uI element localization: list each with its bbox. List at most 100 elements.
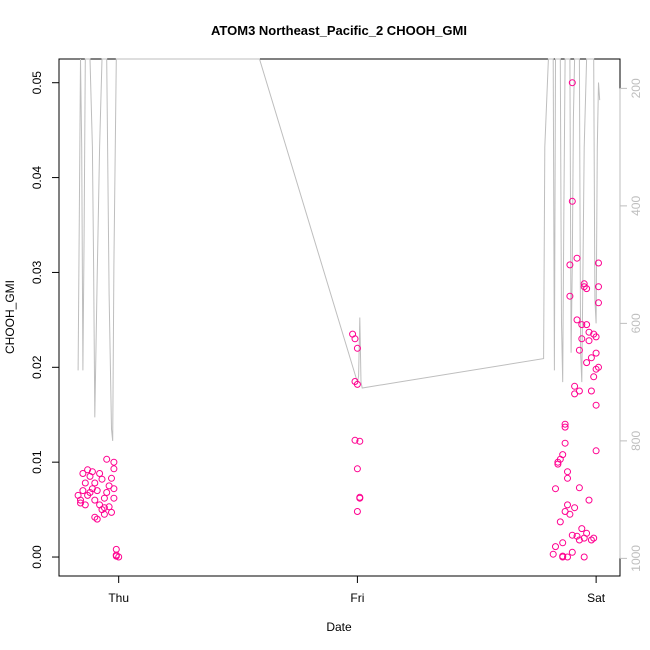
data-point	[356, 494, 364, 502]
data-point	[552, 543, 559, 551]
data-point	[108, 474, 115, 482]
data-point	[580, 553, 588, 561]
data-point	[595, 283, 602, 291]
data-point	[578, 321, 586, 329]
y-tick-label: 0.05	[30, 71, 44, 95]
y-tick-label: 0.03	[30, 260, 44, 284]
data-point	[587, 536, 595, 544]
data-point	[81, 501, 89, 509]
data-point	[583, 285, 591, 293]
data-point	[585, 328, 593, 336]
data-point	[568, 531, 576, 539]
data-point	[568, 197, 576, 205]
data-point	[573, 254, 581, 262]
data-point	[564, 553, 571, 561]
data-point	[353, 465, 361, 473]
data-point	[91, 496, 99, 504]
data-point	[578, 335, 586, 343]
data-point	[561, 439, 569, 447]
right-tick-label: 800	[629, 431, 643, 451]
y-tick-label: 0.01	[30, 450, 44, 474]
data-point	[571, 504, 579, 512]
data-point	[356, 437, 364, 445]
data-point	[583, 321, 591, 329]
data-point	[568, 548, 576, 556]
data-point	[592, 401, 600, 409]
data-point	[566, 510, 574, 518]
y-tick-label: 0.02	[30, 355, 44, 379]
data-point	[100, 494, 108, 502]
data-point	[100, 510, 108, 518]
data-point	[93, 487, 101, 495]
data-point	[77, 499, 84, 507]
data-point	[84, 466, 92, 474]
chart-title: ATOM3 Northeast_Pacific_2 CHOOH_GMI	[211, 23, 467, 38]
data-point	[587, 354, 595, 362]
pressure-line	[77, 58, 601, 441]
right-tick-label: 400	[629, 196, 643, 216]
data-point	[552, 485, 559, 493]
data-point	[592, 333, 600, 341]
data-point	[585, 496, 593, 504]
data-point	[571, 382, 579, 390]
right-axis: 200 400 600 800 1000	[619, 78, 643, 572]
data-point	[575, 346, 583, 354]
data-point	[103, 455, 111, 463]
data-point	[561, 420, 569, 428]
data-point	[573, 316, 581, 324]
data-point	[112, 545, 120, 553]
data-point	[100, 504, 108, 512]
data-point	[575, 536, 583, 544]
data-point	[556, 518, 564, 526]
data-point	[585, 337, 593, 345]
data-point	[564, 468, 571, 476]
y-axis: 0.00 0.01 0.02 0.03 0.04 0.05	[30, 71, 60, 569]
data-point	[115, 553, 123, 561]
data-point	[351, 335, 359, 343]
data-point	[110, 458, 118, 466]
right-tick-label: 600	[629, 313, 643, 333]
data-point	[564, 474, 571, 482]
data-point	[79, 487, 87, 495]
pressure-line-layer	[77, 58, 601, 441]
data-point	[575, 387, 583, 395]
data-point	[595, 299, 602, 307]
y-tick-label: 0.00	[30, 545, 44, 569]
plot-frame	[58, 58, 621, 577]
data-point	[93, 515, 101, 523]
x-axis: Thu Fri Sat	[108, 575, 606, 605]
data-point	[105, 503, 113, 511]
data-point	[559, 451, 567, 459]
x-tick-label: Sat	[587, 591, 606, 605]
x-tick-label: Thu	[108, 591, 129, 605]
data-point	[88, 468, 96, 476]
data-point	[592, 447, 600, 455]
data-point	[587, 387, 595, 395]
data-point	[77, 496, 84, 504]
right-tick-label: 1000	[629, 545, 643, 572]
data-point	[583, 359, 591, 367]
data-point	[595, 363, 602, 371]
data-point	[353, 508, 361, 515]
right-tick-label: 200	[629, 78, 643, 98]
data-point	[88, 485, 96, 493]
data-point	[564, 501, 571, 509]
data-point	[573, 532, 581, 540]
data-point	[566, 261, 574, 269]
data-point	[590, 534, 598, 542]
x-tick-label: Fri	[350, 591, 364, 605]
data-point	[103, 489, 111, 496]
data-point	[98, 475, 106, 483]
data-point	[568, 79, 576, 87]
x-axis-label: Date	[326, 620, 352, 634]
data-point	[559, 553, 567, 561]
data-point	[353, 380, 361, 388]
y-axis-label: CHOOH_GMI	[3, 280, 17, 354]
y-tick-label: 0.04	[30, 166, 44, 190]
data-point	[583, 529, 591, 537]
data-point	[110, 485, 118, 493]
data-point	[590, 373, 598, 381]
data-point	[353, 344, 361, 352]
data-point	[79, 470, 87, 477]
